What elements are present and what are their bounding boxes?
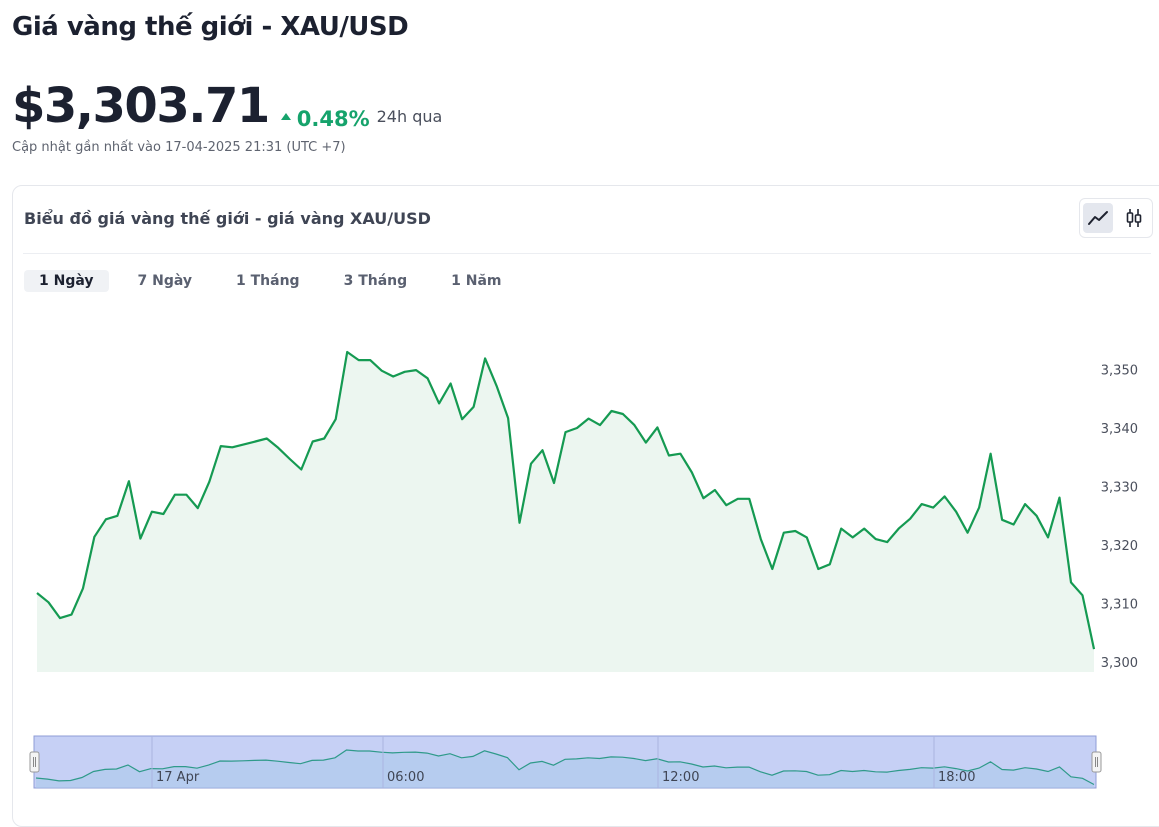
navigator-handle-left[interactable] [30,752,39,772]
y-tick-label: 3,310 [1101,598,1138,613]
navigator[interactable]: 17 Apr 06:00 12:00 18:00 [30,736,1101,788]
navigator-time-label: 17 Apr [156,770,200,785]
navigator-time-label: 06:00 [387,770,424,785]
price-area-fill [37,352,1094,672]
y-axis: 3,300 3,310 3,320 3,330 3,340 3,350 [1101,364,1138,672]
y-tick-label: 3,330 [1101,481,1138,496]
main-plot [37,352,1094,672]
navigator-time-label: 18:00 [938,770,975,785]
navigator-handle-right[interactable] [1092,752,1101,772]
y-tick-label: 3,300 [1101,656,1138,671]
navigator-time-label: 12:00 [662,770,699,785]
y-tick-label: 3,350 [1101,364,1138,379]
y-tick-label: 3,320 [1101,539,1138,554]
price-chart: 3,300 3,310 3,320 3,330 3,340 3,350 17 Apr 06:… [0,0,1159,806]
y-tick-label: 3,340 [1101,422,1138,437]
